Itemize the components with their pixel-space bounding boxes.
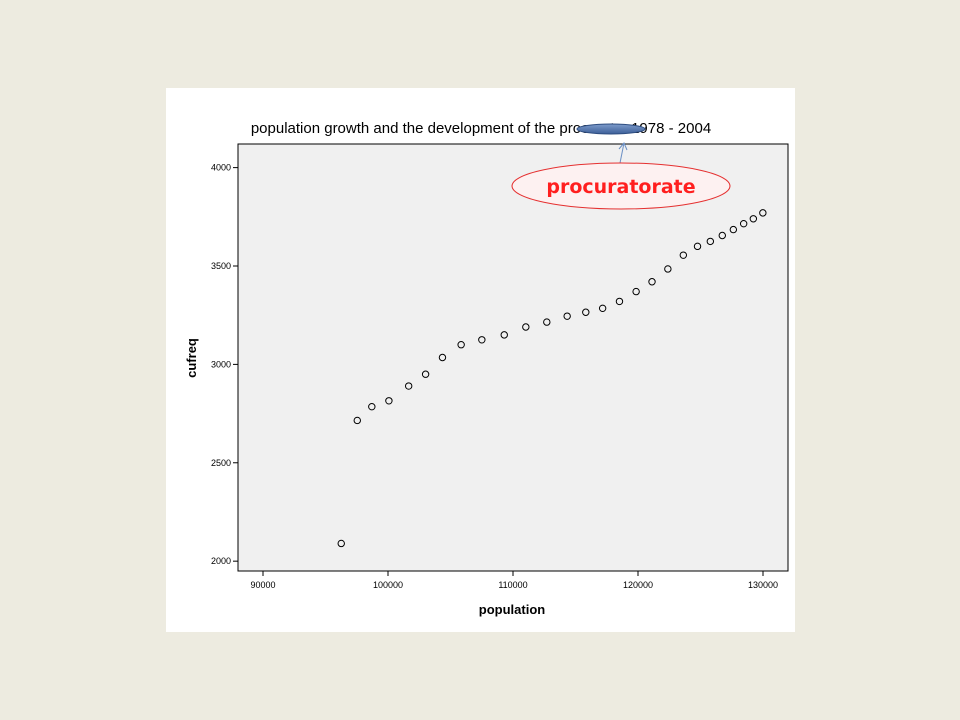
data-points: [337, 209, 767, 548]
data-point: [598, 304, 607, 313]
data-point: [563, 312, 571, 320]
data-point: [648, 278, 656, 286]
data-point: [368, 402, 376, 411]
data-point: [478, 336, 486, 344]
y-tick-label: 3500: [211, 261, 231, 271]
data-point: [404, 382, 413, 390]
data-point: [337, 539, 345, 548]
callout-arrow-head: [618, 142, 628, 151]
callout-arrow: [619, 142, 625, 164]
x-axis: 90000 100000 110000 120000 130000: [250, 571, 778, 590]
y-tick-label: 2500: [211, 458, 231, 468]
data-point: [706, 237, 715, 246]
data-point: [353, 416, 361, 425]
y-tick-label: 2000: [211, 556, 231, 566]
x-tick-label: 130000: [748, 580, 778, 590]
plot-area: [237, 143, 789, 572]
data-point: [438, 353, 447, 362]
data-point: [759, 209, 767, 217]
highlight-oval-marker: [576, 123, 646, 135]
data-point: [457, 341, 465, 349]
y-tick-label: 4000: [211, 163, 231, 173]
data-point: [664, 265, 672, 273]
x-tick-label: 100000: [373, 580, 403, 590]
y-axis: 2000 2500 3000 3500 4000: [211, 163, 238, 566]
data-point: [729, 225, 738, 234]
y-tick-label: 3000: [211, 359, 231, 369]
x-tick-label: 120000: [623, 580, 653, 590]
x-tick-label: 90000: [250, 580, 275, 590]
data-point: [522, 323, 530, 331]
data-point: [718, 231, 726, 240]
x-axis-label: population: [479, 602, 545, 617]
data-point: [749, 215, 758, 223]
y-axis-label: cufreq: [184, 338, 199, 378]
x-tick-label: 110000: [498, 580, 527, 590]
data-point: [632, 287, 640, 296]
data-point: [421, 370, 430, 378]
data-point: [693, 242, 702, 251]
data-point: [500, 331, 508, 339]
data-point: [385, 397, 393, 405]
callout-label: procuratorate: [546, 176, 695, 198]
data-point: [543, 318, 551, 326]
data-point: [615, 297, 624, 306]
data-point: [739, 219, 748, 228]
data-point: [679, 251, 688, 259]
callout-bubble: [511, 162, 731, 210]
data-point: [582, 308, 590, 316]
